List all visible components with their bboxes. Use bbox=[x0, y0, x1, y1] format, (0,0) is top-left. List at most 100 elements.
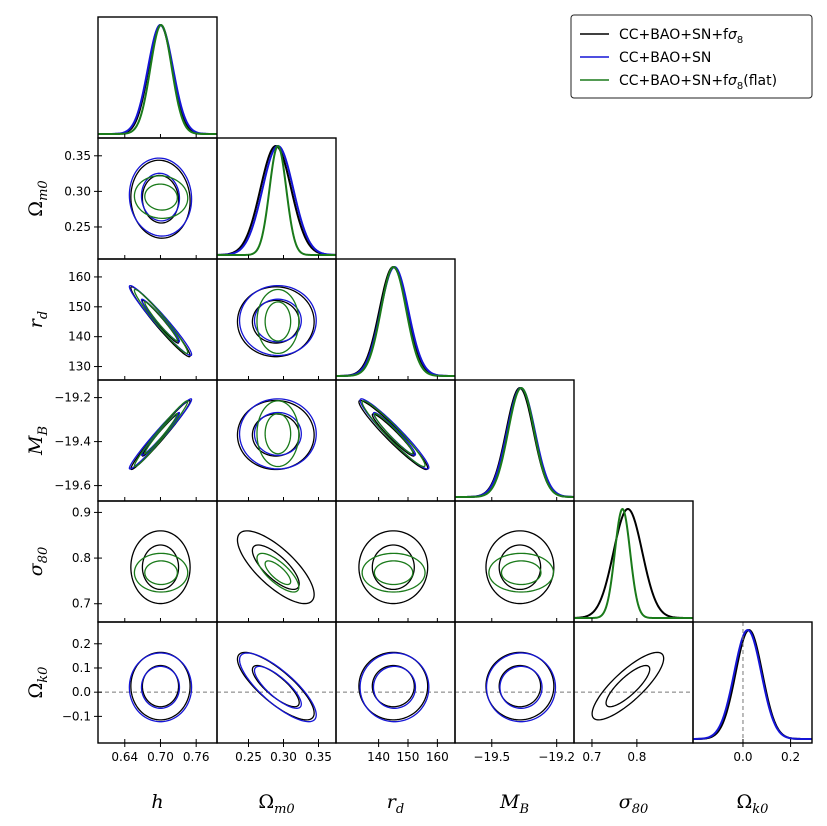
xtick-label-s8: 0.7 bbox=[582, 750, 601, 764]
ytick-label-ok: 0.1 bbox=[72, 661, 91, 675]
panel-frame-mb-om bbox=[216, 379, 337, 502]
contour-mb-s8-series-0-95 bbox=[485, 530, 555, 605]
panel-frame-rd-om bbox=[216, 258, 337, 381]
ytick-label-rd: 150 bbox=[68, 300, 91, 314]
ytick-label-rd: 140 bbox=[68, 330, 91, 344]
contour-om-ok-series-0-68 bbox=[251, 664, 300, 708]
contour-h-rd-series-0-68 bbox=[141, 299, 180, 344]
ytick-label-s8: 0.9 bbox=[72, 505, 91, 519]
contour-s8-ok-series-0-68 bbox=[605, 664, 651, 708]
contour-mb-s8-series-0-68 bbox=[498, 544, 542, 591]
legend-box bbox=[570, 14, 813, 99]
contour-h-s8-series-0-68 bbox=[141, 544, 180, 591]
contour-om-ok-series-0-95 bbox=[236, 651, 315, 721]
panel-frame-rd-rd bbox=[335, 258, 456, 381]
contour-h-s8-series-0-95 bbox=[130, 530, 191, 605]
contour-rd-mb-series-2-95 bbox=[361, 400, 426, 468]
contour-s8-ok-series-0-95 bbox=[591, 651, 665, 721]
ytick-label-ok: 0.0 bbox=[72, 685, 91, 699]
ylabel-s8: σ80 bbox=[25, 547, 51, 577]
ytick-label-om: 0.30 bbox=[64, 184, 91, 198]
marginal-rd-series-1 bbox=[336, 266, 455, 377]
panel-frame-om-om bbox=[216, 137, 337, 260]
ylabel-ok: Ωk0 bbox=[25, 667, 51, 699]
contour-h-mb-series-2-68 bbox=[144, 412, 179, 455]
xtick-label-ok: 0.2 bbox=[781, 750, 800, 764]
panel-frame-om-h bbox=[97, 137, 218, 260]
xtick-label-h: 0.76 bbox=[183, 750, 210, 764]
contour-om-rd-series-2-95 bbox=[256, 288, 300, 355]
marginal-s8-series-2 bbox=[574, 507, 693, 619]
contour-rd-mb-series-0-95 bbox=[358, 399, 429, 471]
contour-h-rd-series-0-95 bbox=[130, 286, 191, 358]
contour-rd-mb-series-2-68 bbox=[373, 412, 414, 455]
contour-h-rd-series-1-68 bbox=[140, 298, 181, 343]
contour-om-mb-series-1-68 bbox=[253, 411, 302, 456]
contour-h-mb-series-2-95 bbox=[133, 400, 189, 468]
panel-frame-ok-ok bbox=[692, 621, 813, 744]
xlabel-ok: Ωk0 bbox=[737, 791, 769, 817]
contour-rd-s8-series-2-95 bbox=[361, 552, 426, 593]
contour-h-rd-series-2-68 bbox=[144, 301, 179, 342]
contour-om-ok-series-1-95 bbox=[238, 652, 317, 723]
contour-om-rd-series-1-95 bbox=[238, 284, 317, 357]
marginal-om-series-2 bbox=[217, 144, 336, 256]
contour-h-mb-series-0-95 bbox=[130, 399, 191, 471]
contour-om-s8-series-2-68 bbox=[264, 560, 292, 586]
contour-rd-s8-series-0-68 bbox=[371, 544, 415, 591]
contour-mb-ok-series-1-68 bbox=[499, 665, 543, 709]
xtick-label-om: 0.30 bbox=[270, 750, 297, 764]
ytick-label-mb: −19.2 bbox=[54, 391, 91, 405]
panel-frame-ok-s8 bbox=[573, 621, 694, 744]
contour-rd-mb-series-0-68 bbox=[371, 413, 415, 457]
contour-mb-ok-series-1-95 bbox=[485, 652, 557, 723]
contour-h-ok-series-1-95 bbox=[128, 652, 193, 723]
contour-rd-mb-series-1-95 bbox=[359, 398, 430, 470]
ytick-label-rd: 160 bbox=[68, 270, 91, 284]
ytick-label-s8: 0.8 bbox=[72, 551, 91, 565]
contour-rd-mb-series-1-68 bbox=[372, 411, 417, 456]
contour-h-rd-series-1-95 bbox=[128, 284, 193, 357]
xlabel-om: Ωm0 bbox=[258, 791, 294, 817]
ytick-label-s8: 0.7 bbox=[72, 597, 91, 611]
ytick-label-om: 0.35 bbox=[64, 149, 91, 163]
xtick-label-ok: 0.0 bbox=[733, 750, 752, 764]
xtick-label-rd: 150 bbox=[397, 750, 420, 764]
ytick-label-om: 0.25 bbox=[64, 220, 91, 234]
xtick-label-om: 0.25 bbox=[235, 750, 262, 764]
panel-frame-ok-rd bbox=[335, 621, 456, 744]
contour-om-rd-series-1-68 bbox=[253, 298, 302, 343]
panel-frame-s8-om bbox=[216, 500, 337, 623]
marginal-mb-series-2 bbox=[455, 386, 574, 498]
marginal-ok-series-1 bbox=[693, 629, 812, 740]
contour-om-ok-series-1-68 bbox=[253, 665, 302, 709]
contour-om-s8-series-0-68 bbox=[251, 544, 300, 591]
legend-label-0: CC+BAO+SN+fσ8 bbox=[619, 27, 743, 46]
ylabel-rd: rd bbox=[25, 311, 51, 328]
ytick-label-rd: 130 bbox=[68, 360, 91, 374]
panels: 0.25 0.30 0.35 130 140 150 160 −19.6 −19.4 −19.2 0… bbox=[54, 16, 813, 764]
xtick-label-h: 0.64 bbox=[111, 750, 138, 764]
legend-label-1: CC+BAO+SN bbox=[619, 50, 711, 66]
contour-h-om-series-0-68 bbox=[141, 174, 180, 224]
legend: CC+BAO+SN+fσ8 CC+BAO+SN CC+BAO+SN+fσ8(fl… bbox=[570, 14, 813, 99]
xlabel-mb: MB bbox=[499, 791, 529, 817]
ylabel-mb: MB bbox=[25, 426, 51, 456]
ylabel-om: Ωm0 bbox=[25, 180, 51, 216]
contour-rd-ok-series-1-95 bbox=[359, 652, 430, 723]
marginal-h-series-1 bbox=[98, 23, 217, 135]
contour-h-ok-series-1-68 bbox=[140, 665, 181, 709]
contour-om-mb-series-2-95 bbox=[256, 400, 300, 468]
panel-frame-rd-h bbox=[97, 258, 218, 381]
xtick-label-s8: 0.8 bbox=[627, 750, 646, 764]
marginal-s8-series-0 bbox=[574, 508, 693, 619]
xlabel-rd: rd bbox=[387, 791, 404, 817]
marginal-om-series-0 bbox=[217, 144, 336, 256]
contour-h-om-series-1-95 bbox=[128, 157, 193, 237]
marginal-rd-series-0 bbox=[336, 265, 455, 377]
contour-h-rd-series-2-95 bbox=[133, 288, 189, 355]
contour-om-mb-series-2-68 bbox=[264, 412, 292, 455]
axis-labels: h Ωm0 rd MB σ80 Ωk0 Ωm0 rd MB σ80 Ωk0 bbox=[25, 180, 768, 817]
marginal-rd-series-2 bbox=[336, 266, 455, 377]
